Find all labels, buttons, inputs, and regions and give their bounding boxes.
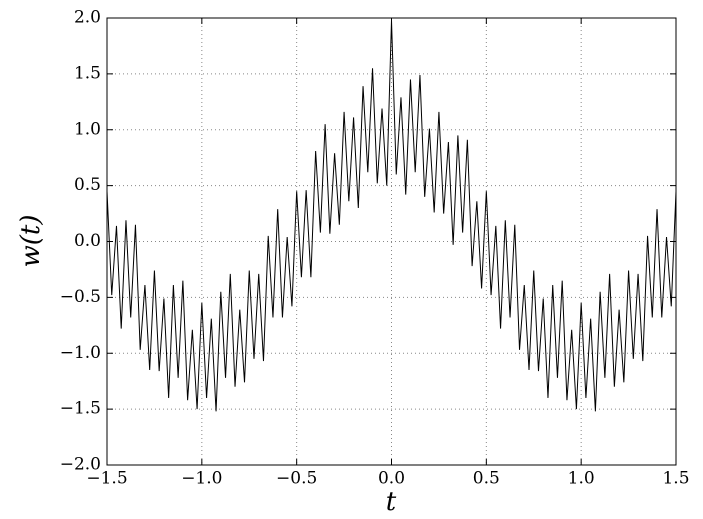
x-axis-label: t	[386, 487, 397, 517]
y-tick-label: 2.0	[74, 8, 101, 28]
plot-frame	[106, 17, 677, 466]
x-tick-label: 0.0	[378, 469, 405, 489]
x-tick-label: −0.5	[276, 469, 317, 489]
y-tick-label: −1.5	[60, 399, 101, 419]
y-tick-label: −2.0	[60, 455, 101, 475]
x-tick-label: −1.0	[181, 469, 222, 489]
y-tick-label: −1.0	[60, 343, 101, 363]
y-tick-label: 0.5	[74, 175, 101, 195]
x-tick-label: 0.5	[473, 469, 500, 489]
x-tick-label: 1.0	[568, 469, 595, 489]
y-axis-label: w(t)	[16, 215, 46, 268]
signal-line	[106, 20, 677, 412]
y-tick-label: 1.0	[74, 119, 101, 139]
x-tick-label: −1.5	[86, 469, 127, 489]
y-tick-label: 1.5	[74, 63, 101, 83]
y-tick-label: −0.5	[60, 287, 101, 307]
x-tick-label: 1.5	[662, 469, 689, 489]
y-tick-label: 0.0	[74, 231, 101, 251]
